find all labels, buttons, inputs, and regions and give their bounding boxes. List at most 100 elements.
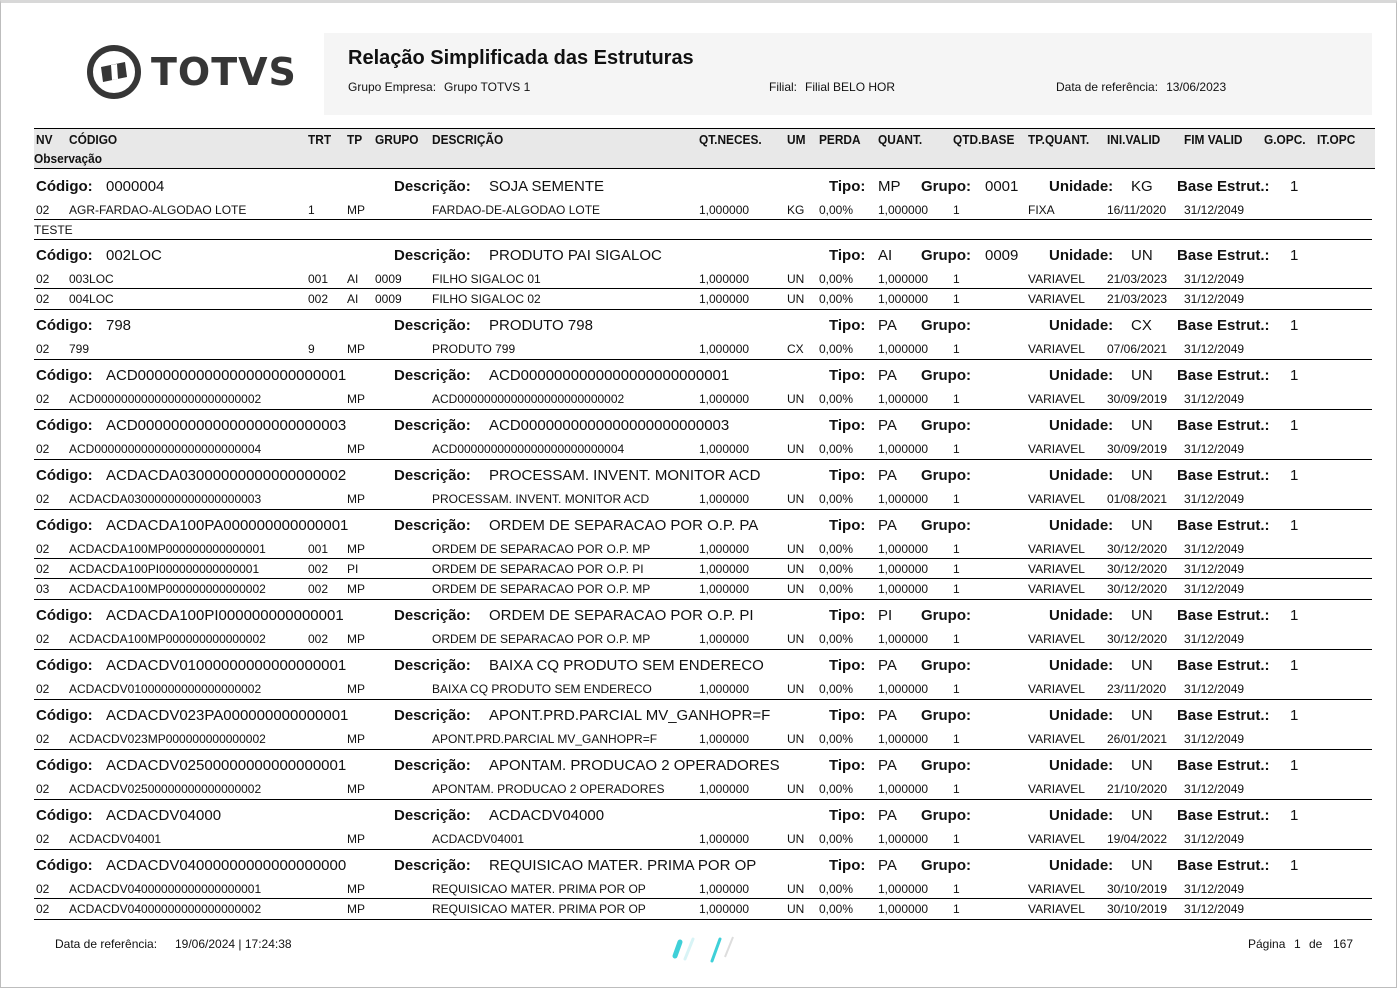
cell-fim-valid: 31/12/2049: [1184, 582, 1245, 596]
cell-quant: 1,000000: [878, 682, 929, 696]
cell-codigo: ACDACDA100MP000000000000001: [69, 542, 266, 556]
tipo-label: Tipo:: [829, 657, 866, 674]
base-label: Base Estrut.:: [1177, 247, 1270, 264]
cell-tp: MP: [347, 442, 365, 456]
cell-tp: MP: [347, 902, 365, 916]
base-value: 1: [1290, 467, 1299, 484]
cell-codigo: AGR-FARDAO-ALGODAO LOTE: [69, 203, 247, 217]
cell-nv: 02: [36, 882, 50, 896]
descricao-label: Descrição:: [394, 857, 471, 874]
tipo-label: Tipo:: [829, 467, 866, 484]
cell-nv: 02: [36, 392, 50, 406]
descricao-label: Descrição:: [394, 807, 471, 824]
component-row: 02 ACDACDA100MP000000000000002 002 MP ORDEM …: [34, 629, 1372, 649]
col-header-observacao: Observação: [34, 152, 102, 166]
codigo-label: Código:: [36, 857, 93, 874]
footer-date-value: 19/06/2024 | 17:24:38: [175, 937, 292, 951]
cell-codigo: ACDACDV02500000000000000002: [69, 782, 262, 796]
cell-nv: 02: [36, 203, 50, 217]
component-row: 02 799 9 MP PRODUTO 799 1,000000 CX 0,00% 1,0000…: [34, 339, 1372, 359]
cell-codigo: ACDACDV023MP000000000000002: [69, 732, 266, 746]
page-total: 167: [1333, 937, 1354, 951]
cell-tp-quant: VARIAVEL: [1028, 832, 1085, 846]
cell-fim-valid: 31/12/2049: [1184, 203, 1245, 217]
cell-descricao: REQUISICAO MATER. PRIMA POR OP: [432, 902, 646, 916]
cell-descricao: ORDEM DE SEPARACAO POR O.P. PI: [432, 562, 644, 576]
cell-qtd-base: 1: [953, 832, 960, 846]
cell-fim-valid: 31/12/2049: [1184, 682, 1245, 696]
unidade-value: UN: [1131, 807, 1153, 824]
codigo-label: Código:: [36, 517, 93, 534]
cell-fim-valid: 31/12/2049: [1184, 442, 1245, 456]
codigo-value: 798: [106, 317, 132, 334]
codigo-value: ACDACDV02500000000000000001: [106, 757, 347, 774]
descricao-label: Descrição:: [394, 607, 471, 624]
data-value: 13/06/2023: [1166, 80, 1227, 94]
cell-qt-neces: 1,000000: [699, 442, 750, 456]
cell-perda: 0,00%: [819, 203, 854, 217]
descricao-value: ACDACDV04000: [489, 807, 605, 824]
cell-descricao: REQUISICAO MATER. PRIMA POR OP: [432, 882, 646, 896]
tipo-value: MP: [878, 178, 901, 195]
unidade-label: Unidade:: [1049, 317, 1114, 334]
descricao-label: Descrição:: [394, 178, 471, 195]
tipo-value: PA: [878, 517, 897, 534]
cell-grupo: 0009: [375, 272, 402, 286]
cell-ini-valid: 21/10/2020: [1107, 782, 1168, 796]
col-header-nv: NV: [36, 133, 53, 147]
col-header-fim-valid: FIM VALID: [1184, 133, 1243, 147]
descricao-value: APONT.PRD.PARCIAL MV_GANHOPR=F: [489, 707, 771, 724]
group-header: Código: ACDACDA100PI000000000000001 Descri…: [34, 600, 1372, 629]
tipo-value: PA: [878, 417, 897, 434]
group-header: Código: ACD0000000000000000000000003 Descr…: [34, 410, 1372, 439]
grupo-label: Grupo:: [921, 467, 971, 484]
group-header: Código: ACDACDA100PA000000000000001 Descri…: [34, 510, 1372, 539]
report-header: Relação Simplificada das Estruturas Grup…: [324, 33, 1372, 115]
col-header-grupo: GRUPO: [375, 133, 419, 147]
tipo-value: PA: [878, 707, 897, 724]
cell-descricao: ORDEM DE SEPARACAO POR O.P. MP: [432, 582, 651, 596]
cell-nv: 02: [36, 632, 50, 646]
base-value: 1: [1290, 417, 1299, 434]
cell-qtd-base: 1: [953, 632, 960, 646]
cell-ini-valid: 21/03/2023: [1107, 272, 1168, 286]
cell-ini-valid: 30/09/2019: [1107, 392, 1168, 406]
cell-quant: 1,000000: [878, 272, 929, 286]
cell-codigo: ACDACDA03000000000000000003: [69, 492, 262, 506]
base-label: Base Estrut.:: [1177, 607, 1270, 624]
base-label: Base Estrut.:: [1177, 517, 1270, 534]
cell-ini-valid: 21/03/2023: [1107, 292, 1168, 306]
col-header-qt-neces: QT.NECES.: [699, 133, 762, 147]
grupo-value: Grupo TOTVS 1: [444, 80, 531, 94]
structure-group: Código: ACDACDV01000000000000000001 Descri…: [34, 650, 1372, 700]
component-row: 02 ACD0000000000000000000000002 MP ACD00000…: [34, 389, 1372, 409]
tipo-value: AI: [878, 247, 893, 264]
cell-ini-valid: 26/01/2021: [1107, 732, 1168, 746]
cell-qt-neces: 1,000000: [699, 832, 750, 846]
page-label: Página: [1248, 937, 1286, 951]
structure-group: Código: ACD0000000000000000000000001 Descr…: [34, 360, 1372, 410]
base-label: Base Estrut.:: [1177, 467, 1270, 484]
cell-tp-quant: VARIAVEL: [1028, 732, 1085, 746]
base-value: 1: [1290, 247, 1299, 264]
base-label: Base Estrut.:: [1177, 417, 1270, 434]
codigo-label: Código:: [36, 607, 93, 624]
base-value: 1: [1290, 657, 1299, 674]
tipo-label: Tipo:: [829, 807, 866, 824]
page-number: 1: [1294, 937, 1301, 951]
unidade-value: UN: [1131, 657, 1153, 674]
cell-nv: 02: [36, 272, 50, 286]
descricao-value: BAIXA CQ PRODUTO SEM ENDERECO: [489, 657, 764, 674]
unidade-label: Unidade:: [1049, 657, 1114, 674]
cell-um: UN: [787, 272, 805, 286]
descricao-label: Descrição:: [394, 707, 471, 724]
cell-tp: MP: [347, 732, 365, 746]
cell-ini-valid: 07/06/2021: [1107, 342, 1168, 356]
group-header: Código: ACDACDV04000000000000000000 Descri…: [34, 850, 1372, 879]
cell-ini-valid: 23/11/2020: [1107, 682, 1167, 696]
base-value: 1: [1290, 517, 1299, 534]
descricao-value: ORDEM DE SEPARACAO POR O.P. PI: [489, 607, 754, 624]
cell-codigo: ACDACDA100PI000000000000001: [69, 562, 260, 576]
cell-descricao: PROCESSAM. INVENT. MONITOR ACD: [432, 492, 650, 506]
unidade-label: Unidade:: [1049, 707, 1114, 724]
